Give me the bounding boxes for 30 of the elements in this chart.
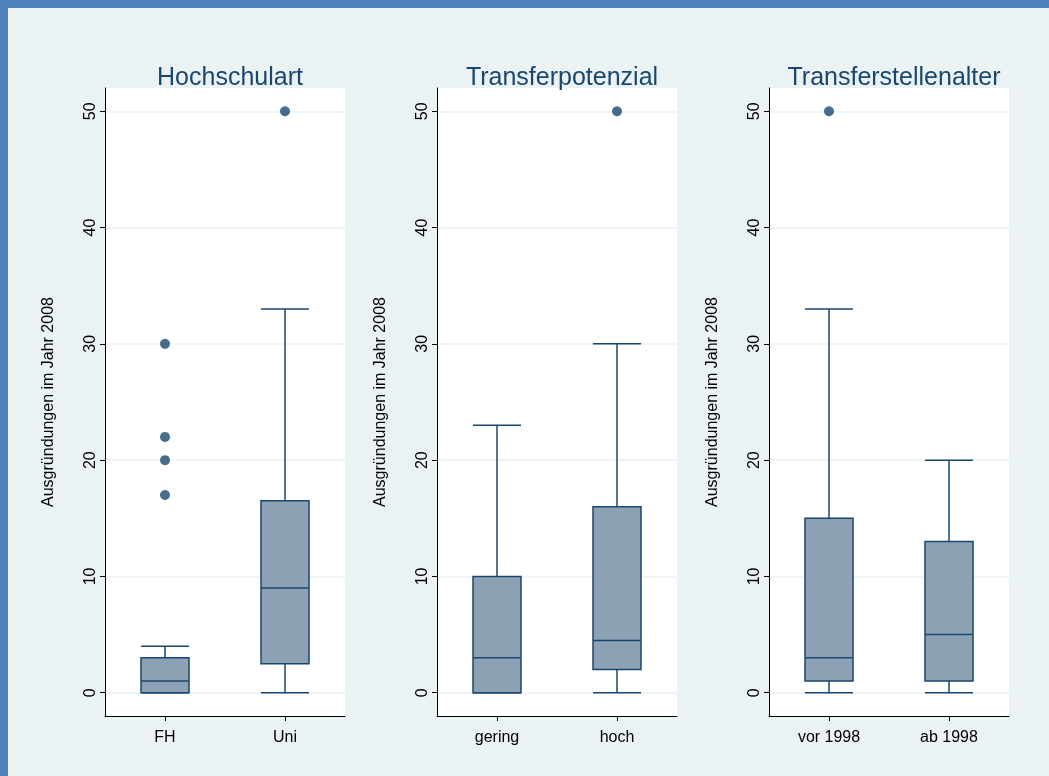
x-tick-label: FH (154, 727, 176, 745)
y-tick-label: 40 (412, 218, 430, 237)
x-tick-label: gering (474, 727, 520, 745)
x-tick-label: hoch (599, 727, 635, 745)
y-axis-title: Ausgründungen im Jahr 2008 (702, 296, 720, 507)
x-tick-label: vor 1998 (797, 727, 861, 745)
y-tick-label: 0 (744, 688, 762, 698)
y-tick-label: 0 (412, 688, 430, 698)
y-tick-label: 30 (744, 334, 762, 353)
y-tick-label: 0 (80, 688, 98, 698)
y-tick-label: 40 (80, 218, 98, 237)
y-tick-label: 50 (744, 102, 762, 121)
y-tick-label: 10 (412, 567, 430, 586)
y-axis-title: Ausgründungen im Jahr 2008 (38, 296, 56, 507)
y-tick-label: 10 (744, 567, 762, 586)
chart-title: Hochschulart (157, 61, 303, 90)
y-tick-label: 10 (80, 567, 98, 586)
y-tick-label: 20 (80, 451, 98, 470)
x-tick-label: Uni (272, 727, 298, 745)
y-tick-label: 50 (412, 102, 430, 121)
y-tick-label: 30 (80, 334, 98, 353)
y-axis-title: Ausgründungen im Jahr 2008 (370, 296, 388, 507)
y-tick-label: 20 (412, 451, 430, 470)
chart-title: Transferstellenalter (787, 61, 1001, 90)
x-tick-label: ab 1998 (920, 727, 979, 745)
y-tick-label: 20 (744, 451, 762, 470)
y-tick-label: 30 (412, 334, 430, 353)
y-tick-label: 40 (744, 218, 762, 237)
y-tick-label: 50 (80, 102, 98, 121)
chart-title: Transferpotenzial (465, 61, 659, 90)
